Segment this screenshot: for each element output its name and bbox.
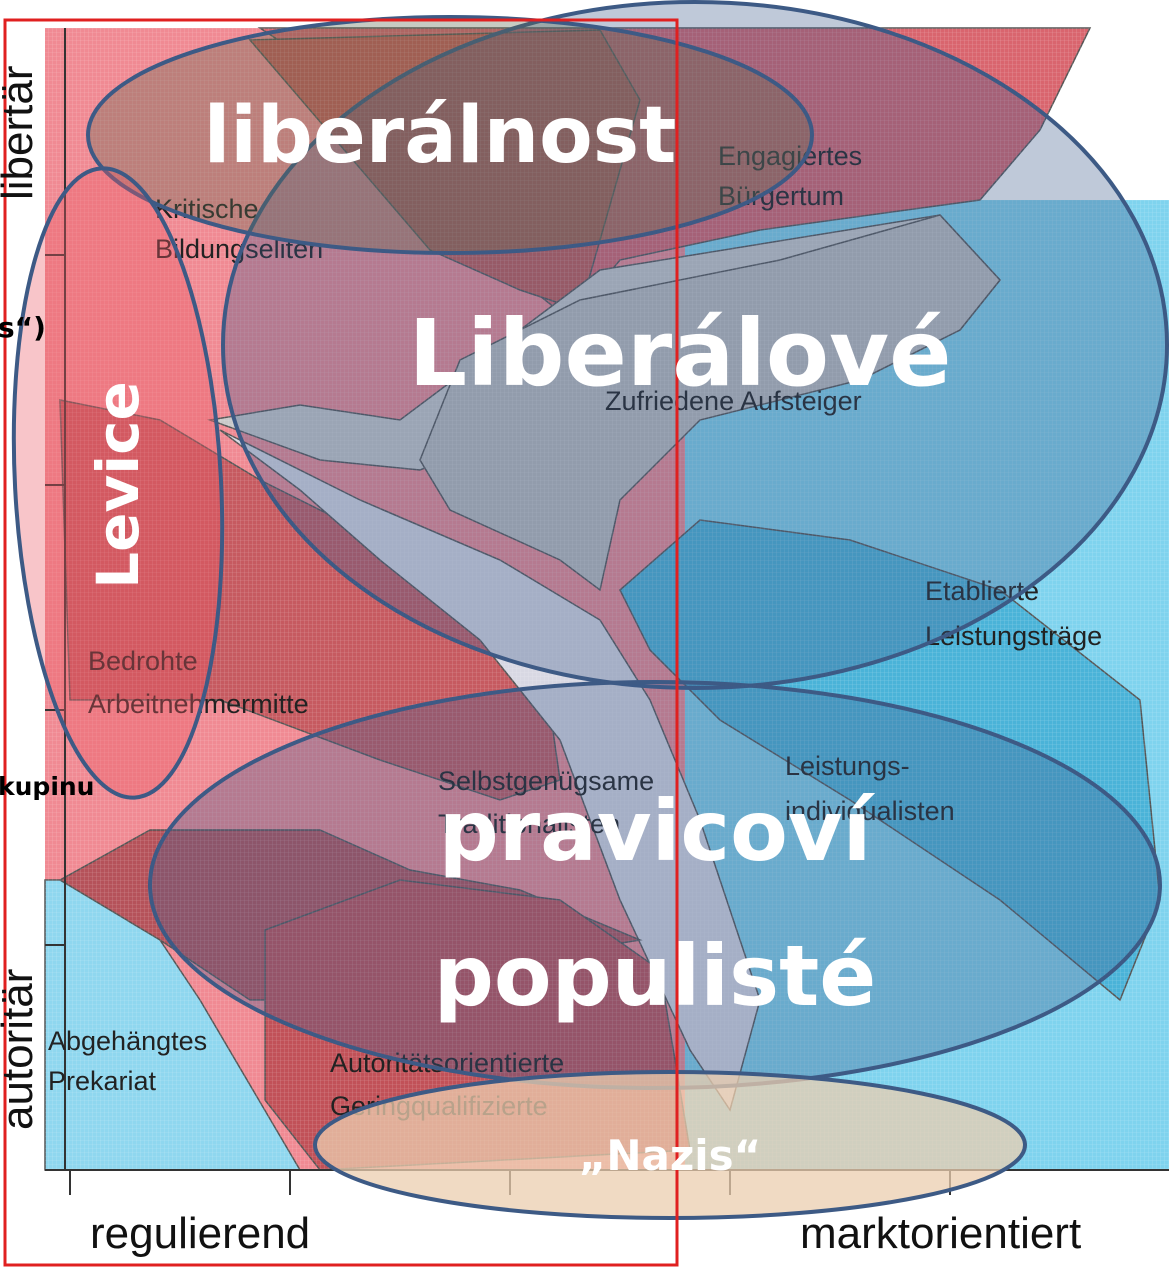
group-label: Leistungs- [785,751,910,781]
overlay-label: „Nazis“ [579,1131,762,1180]
group-labels: Engagiertes Bürgertum Kritische Bildungs… [48,141,1102,1121]
overlay-label: Levice [84,381,152,589]
nazis-ellipse [313,1070,1027,1220]
regions [44,27,1169,1171]
overlay-label: liberálnost [204,91,677,181]
overlay-label: Liberálové [409,300,952,407]
levice-ellipse [11,166,225,800]
group-label: Zufriedene Aufsteiger [605,386,862,416]
group-label: Etablierte [925,576,1039,606]
group-label: Engagiertes [718,141,862,171]
group-label: Leistungsträge [925,621,1102,651]
group-label: individualisten [785,796,955,826]
overlay-label: populisté [434,927,876,1025]
overlay-label: pravicoví [439,782,876,880]
liberalove-ellipse [221,0,1169,690]
liberalnost-ellipse [86,15,814,255]
group-label: Abgehängtes [48,1026,207,1056]
text-fragment: s“) [0,311,46,344]
y-axis-label: libertär [0,66,42,201]
group-label: Selbstgenügsame [438,766,654,796]
group-label: Traditionalisten [438,809,620,839]
group-label: Prekariat [48,1066,157,1096]
populists-ellipse [148,680,1162,1090]
y-axis-label: autoritär [0,969,42,1130]
x-axis-label: marktorientiert [800,1209,1081,1258]
x-axis-label: regulierend [90,1209,310,1258]
hatching [45,28,1169,1170]
highlight-frame [3,18,679,1267]
group-label: Bedrohte [88,646,198,676]
text-fragment: kupinu [0,772,94,801]
